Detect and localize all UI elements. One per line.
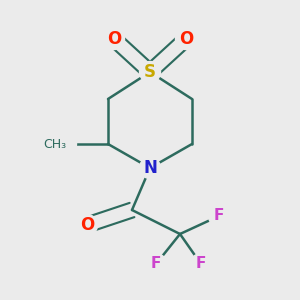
Circle shape [56, 134, 76, 154]
Text: F: F [151, 256, 161, 272]
Circle shape [190, 254, 212, 274]
Circle shape [208, 206, 230, 226]
Text: F: F [214, 208, 224, 224]
Text: N: N [143, 159, 157, 177]
Text: S: S [144, 63, 156, 81]
Text: F: F [196, 256, 206, 272]
Circle shape [146, 254, 167, 274]
Circle shape [140, 61, 160, 82]
Circle shape [76, 214, 98, 236]
Text: O: O [80, 216, 94, 234]
Text: O: O [107, 30, 121, 48]
Circle shape [140, 158, 160, 178]
Circle shape [103, 28, 124, 50]
Text: O: O [179, 30, 193, 48]
Circle shape [176, 28, 197, 50]
Text: CH₃: CH₃ [43, 137, 66, 151]
